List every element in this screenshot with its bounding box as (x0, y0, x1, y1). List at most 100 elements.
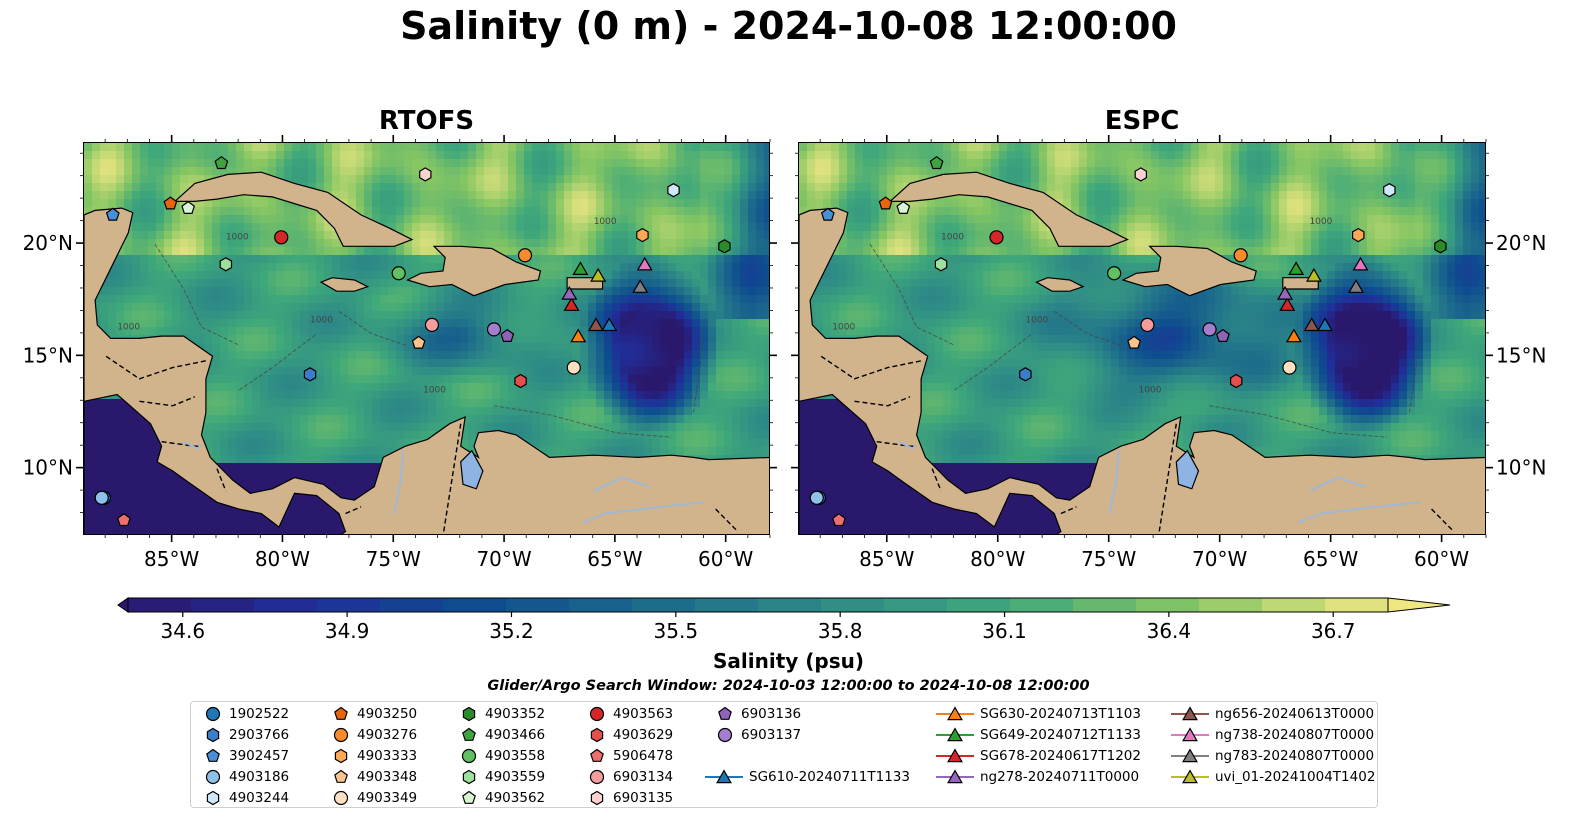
argo-float-3902457-marker[interactable] (105, 207, 120, 221)
argo-float-4903559-marker[interactable] (934, 257, 948, 272)
argo-float-4903186-marker[interactable] (94, 490, 109, 505)
legend-4903629-marker[interactable] (590, 727, 604, 743)
legend-ng738-20240807T0000-marker[interactable] (1182, 727, 1198, 742)
argo-float-6903136-marker[interactable] (500, 328, 515, 342)
map-panel-rtofs[interactable]: 1000 1000 1000 1000 1000 (83, 142, 770, 535)
argo-float-4903244-marker[interactable] (667, 183, 680, 198)
argo-float-6903136-marker[interactable] (1215, 328, 1230, 342)
argo-float-4903349-marker[interactable] (1282, 360, 1297, 375)
argo-float-6903135-marker[interactable] (1134, 167, 1147, 182)
legend-4903244-marker[interactable] (206, 790, 220, 806)
argo-float-4903563-marker[interactable] (274, 230, 289, 245)
map-panel-espc[interactable]: 1000 1000 1000 1000 1000 (798, 142, 1486, 535)
country-border (161, 440, 202, 447)
legend-label: 4903244 (229, 790, 290, 806)
argo-float-4903352-marker[interactable] (1434, 239, 1447, 254)
legend-6903136-marker[interactable] (718, 706, 732, 720)
legend-6903135-marker[interactable] (590, 790, 604, 806)
glider-ng783-20240807T0000-marker[interactable] (632, 279, 649, 293)
argo-float-4903562-marker[interactable] (896, 200, 911, 215)
legend-4903558-marker[interactable] (461, 748, 477, 764)
lon-tick-label: 75°W (1081, 547, 1136, 571)
legend-4903333-marker[interactable] (334, 748, 348, 764)
legend-1902522-marker[interactable] (205, 706, 221, 722)
glider-ng738-20240807T0000-marker[interactable] (1352, 256, 1369, 271)
argo-float-4903244-marker[interactable] (1383, 183, 1396, 198)
argo-float-2903766-marker[interactable] (303, 367, 317, 382)
glider-ng656-20240613T0000-marker[interactable] (1303, 317, 1320, 332)
argo-float-4903562-marker[interactable] (181, 200, 196, 215)
glider-SG678-20240617T1202-marker[interactable] (563, 297, 580, 311)
legend-6903137-marker[interactable] (717, 727, 733, 743)
argo-float-3902457-marker[interactable] (820, 207, 835, 221)
legend-4903186-marker[interactable] (205, 769, 221, 785)
legend-3902457-marker[interactable] (206, 748, 220, 762)
legend-item-4903558: 4903558 (459, 747, 545, 765)
argo-float-4903348-marker[interactable] (411, 335, 426, 349)
legend-4903352-marker[interactable] (462, 706, 476, 722)
argo-float-4903559-marker[interactable] (219, 257, 233, 272)
legend-SG630-20240713T1103-marker[interactable] (947, 706, 963, 721)
legend-SG649-20240712T1133-marker[interactable] (947, 727, 963, 742)
legend-4903349-marker[interactable] (333, 790, 349, 806)
argo-float-4903276-marker[interactable] (517, 248, 533, 263)
legend-ng278-20240711T0000-marker[interactable] (947, 769, 963, 784)
glider-SG649-20240712T1133-marker[interactable] (1288, 261, 1305, 275)
glider-ng278-20240711T0000-marker[interactable] (561, 285, 578, 300)
legend-ng783-20240807T0000-marker[interactable] (1182, 748, 1198, 763)
legend-uvi_01-20241004T1402-marker[interactable] (1182, 769, 1198, 784)
colorbar-segment (632, 598, 696, 612)
glider-uvi_01-20241004T1402-marker[interactable] (1305, 267, 1322, 282)
glider-SG610-20240711T1133-marker[interactable] (601, 317, 618, 332)
argo-float-4903558-marker[interactable] (391, 266, 406, 281)
glider-SG678-20240617T1202-marker[interactable] (1279, 297, 1296, 311)
argo-float-4903250-marker[interactable] (878, 196, 893, 210)
argo-float-5906478-marker[interactable] (832, 513, 846, 527)
glider-SG649-20240712T1133-marker[interactable] (572, 261, 589, 275)
legend-4903562-marker[interactable] (462, 790, 476, 804)
glider-SG630-20240713T1103-marker[interactable] (570, 328, 587, 343)
glider-ng656-20240613T0000-marker[interactable] (587, 317, 604, 332)
argo-float-4903466-marker[interactable] (214, 155, 229, 170)
legend-6903134-marker[interactable] (589, 769, 605, 785)
legend-4903563-marker[interactable] (589, 706, 605, 722)
argo-float-5906478-marker[interactable] (116, 513, 131, 527)
legend-2903766-marker[interactable] (206, 727, 220, 743)
argo-float-6903137-marker[interactable] (486, 322, 502, 337)
argo-float-4903349-marker[interactable] (566, 360, 581, 375)
circle-icon (205, 706, 221, 722)
argo-float-6903134-marker[interactable] (424, 317, 440, 333)
argo-float-4903250-marker[interactable] (163, 196, 178, 210)
legend-4903466-marker[interactable] (462, 727, 476, 741)
argo-float-4903276-marker[interactable] (1233, 248, 1248, 263)
glider-ng278-20240711T0000-marker[interactable] (1277, 285, 1294, 300)
glider-ng738-20240807T0000-marker[interactable] (636, 256, 653, 271)
argo-float-4903186-marker[interactable] (809, 490, 824, 505)
glider-SG610-20240711T1133-marker[interactable] (1317, 317, 1333, 332)
legend-4903250-marker[interactable] (334, 706, 348, 720)
argo-float-4903333-marker[interactable] (636, 227, 649, 243)
legend-SG678-20240617T1202-marker[interactable] (947, 748, 963, 763)
legend-4903559-marker[interactable] (462, 769, 476, 785)
legend-4903348-marker[interactable] (334, 769, 348, 783)
argo-float-4903466-marker[interactable] (929, 155, 944, 170)
argo-float-4903352-marker[interactable] (718, 239, 731, 254)
legend-ng656-20240613T0000-marker[interactable] (1182, 706, 1198, 721)
argo-float-4903558-marker[interactable] (1107, 266, 1122, 281)
argo-float-4903333-marker[interactable] (1351, 227, 1365, 243)
legend-item-SG649-20240712T1133: SG649-20240712T1133 (936, 726, 1141, 744)
argo-float-4903348-marker[interactable] (1127, 335, 1142, 349)
argo-float-4903563-marker[interactable] (989, 230, 1004, 245)
argo-float-2903766-marker[interactable] (1019, 367, 1032, 382)
argo-float-6903135-marker[interactable] (419, 167, 432, 182)
legend-4903276-marker[interactable] (333, 727, 349, 743)
argo-float-4903629-marker[interactable] (1230, 373, 1243, 389)
argo-float-6903137-marker[interactable] (1202, 322, 1217, 337)
argo-float-6903134-marker[interactable] (1140, 317, 1155, 333)
legend-5906478-marker[interactable] (590, 748, 604, 762)
glider-SG630-20240713T1103-marker[interactable] (1285, 328, 1302, 343)
argo-float-4903629-marker[interactable] (514, 373, 527, 389)
legend-SG610-20240711T1133-marker[interactable] (716, 769, 732, 784)
glider-uvi_01-20241004T1402-marker[interactable] (590, 267, 607, 282)
glider-ng783-20240807T0000-marker[interactable] (1348, 279, 1365, 293)
